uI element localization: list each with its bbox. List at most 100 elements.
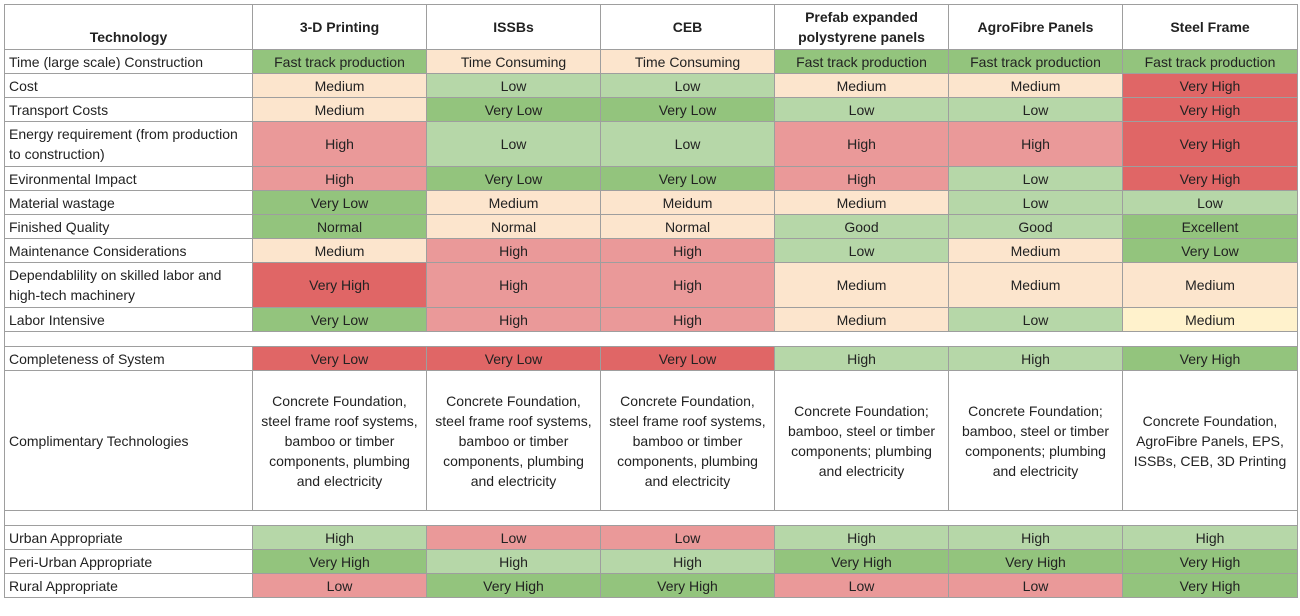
table-cell: Medium — [948, 262, 1123, 308]
spacer-cell — [4, 510, 1298, 526]
table-cell: Low — [774, 97, 949, 122]
table-cell: Medium — [252, 238, 427, 263]
table-cell: Excellent — [1122, 214, 1298, 239]
table-cell: Very Low — [426, 97, 601, 122]
table-row: Peri-Urban Appropriate Very High High High V… — [4, 549, 1298, 574]
table-cell: Medium — [948, 73, 1123, 98]
table-cell: Low — [426, 121, 601, 167]
table-cell: Concrete Foundation; bamboo, steel or ti… — [774, 370, 949, 511]
row-label: Material wastage — [4, 190, 253, 215]
table-cell: Low — [774, 573, 949, 598]
table-cell: Low — [948, 166, 1123, 191]
row-label: Dependablility on skilled labor and high… — [4, 262, 253, 308]
table-cell: Very Low — [252, 346, 427, 371]
row-label: Finished Quality — [4, 214, 253, 239]
table-cell: Very High — [1122, 97, 1298, 122]
table-cell: Medium — [948, 238, 1123, 263]
table-cell: Medium — [774, 73, 949, 98]
table-cell: High — [252, 525, 427, 550]
table-cell: Medium — [774, 262, 949, 308]
table-cell: Very Low — [600, 346, 775, 371]
table-cell: Meidum — [600, 190, 775, 215]
table-cell: Low — [426, 73, 601, 98]
table-cell: Fast track production — [252, 49, 427, 74]
table-cell: Low — [600, 525, 775, 550]
column-header-prefab-expanded-polystyrene-panels: Prefab expanded polystyrene panels — [774, 4, 949, 50]
column-header-3-d-printing: 3-D Printing — [252, 4, 427, 50]
table-cell: Low — [426, 525, 601, 550]
table-cell: Medium — [1122, 307, 1298, 332]
table-cell: Low — [948, 190, 1123, 215]
row-label: Time (large scale) Construction — [4, 49, 253, 74]
row-label: Maintenance Considerations — [4, 238, 253, 263]
table-row: Complimentary Technologies Concrete Found… — [4, 370, 1298, 511]
table-cell: Very High — [1122, 73, 1298, 98]
table-row: Evironmental Impact High Very Low Very Low H… — [4, 166, 1298, 191]
table-cell: Low — [948, 573, 1123, 598]
table-cell: Low — [600, 73, 775, 98]
table-row: Material wastage Very Low Medium Meidum Medi… — [4, 190, 1298, 215]
table-cell: Very High — [1122, 573, 1298, 598]
table-cell: Very High — [252, 262, 427, 308]
spacer-row — [4, 331, 1298, 347]
table-row: Maintenance Considerations Medium High High… — [4, 238, 1298, 263]
table-row: Dependablility on skilled labor and high… — [4, 262, 1298, 308]
table-cell: High — [1122, 525, 1298, 550]
table-cell: Normal — [426, 214, 601, 239]
table-cell: Very Low — [252, 307, 427, 332]
table-body: Time (large scale) Construction Fast trac… — [4, 49, 1298, 598]
table-row: Urban Appropriate High Low Low High High High — [4, 525, 1298, 550]
row-label: Cost — [4, 73, 253, 98]
column-header-steel-frame: Steel Frame — [1122, 4, 1298, 50]
table-cell: Medium — [252, 73, 427, 98]
table-cell: Very High — [600, 573, 775, 598]
table-cell: High — [426, 307, 601, 332]
column-header-ceb: CEB — [600, 4, 775, 50]
technology-comparison-table: Technology 3-D Printing ISSBs CEB Prefab ex… — [4, 4, 1298, 598]
table-row: Time (large scale) Construction Fast trac… — [4, 49, 1298, 74]
table-cell: High — [426, 238, 601, 263]
table-cell: Concrete Foundation, steel frame roof sy… — [426, 370, 601, 511]
spacer-row — [4, 510, 1298, 526]
table-cell: Fast track production — [948, 49, 1123, 74]
table-cell: Very High — [1122, 166, 1298, 191]
column-header-agrofibre-panels: AgroFibre Panels — [948, 4, 1123, 50]
table-cell: High — [600, 307, 775, 332]
table-cell: High — [252, 166, 427, 191]
table-cell: Medium — [426, 190, 601, 215]
row-label: Labor Intensive — [4, 307, 253, 332]
table-cell: Normal — [600, 214, 775, 239]
table-cell: Time Consuming — [426, 49, 601, 74]
table-cell: High — [252, 121, 427, 167]
table-cell: Very High — [948, 549, 1123, 574]
table-cell: Very High — [1122, 346, 1298, 371]
table-row: Energy requirement (from production to c… — [4, 121, 1298, 167]
table-cell: Very Low — [600, 166, 775, 191]
row-label: Energy requirement (from production to c… — [4, 121, 253, 167]
table-cell: Low — [774, 238, 949, 263]
table-cell: Medium — [774, 190, 949, 215]
table-cell: High — [600, 262, 775, 308]
table-cell: Good — [774, 214, 949, 239]
table-cell: Very High — [774, 549, 949, 574]
table-cell: Very Low — [1122, 238, 1298, 263]
table-cell: Low — [1122, 190, 1298, 215]
table-row: Finished Quality Normal Normal Normal Good Go… — [4, 214, 1298, 239]
spacer-cell — [4, 331, 1298, 347]
table-cell: Very High — [1122, 549, 1298, 574]
table-cell: High — [426, 549, 601, 574]
table-cell: Low — [948, 307, 1123, 332]
row-label: Urban Appropriate — [4, 525, 253, 550]
table-cell: Low — [600, 121, 775, 167]
table-cell: Concrete Foundation, steel frame roof sy… — [252, 370, 427, 511]
table-cell: Very Low — [426, 166, 601, 191]
header-row: Technology 3-D Printing ISSBs CEB Prefab ex… — [4, 4, 1298, 50]
table-cell: High — [948, 121, 1123, 167]
table-cell: Normal — [252, 214, 427, 239]
table-cell: Medium — [252, 97, 427, 122]
table-cell: Very High — [426, 573, 601, 598]
row-label: Transport Costs — [4, 97, 253, 122]
table-cell: High — [774, 166, 949, 191]
table-cell: Concrete Foundation; bamboo, steel or ti… — [948, 370, 1123, 511]
table-row: Cost Medium Low Low Medium Medium Very High — [4, 73, 1298, 98]
